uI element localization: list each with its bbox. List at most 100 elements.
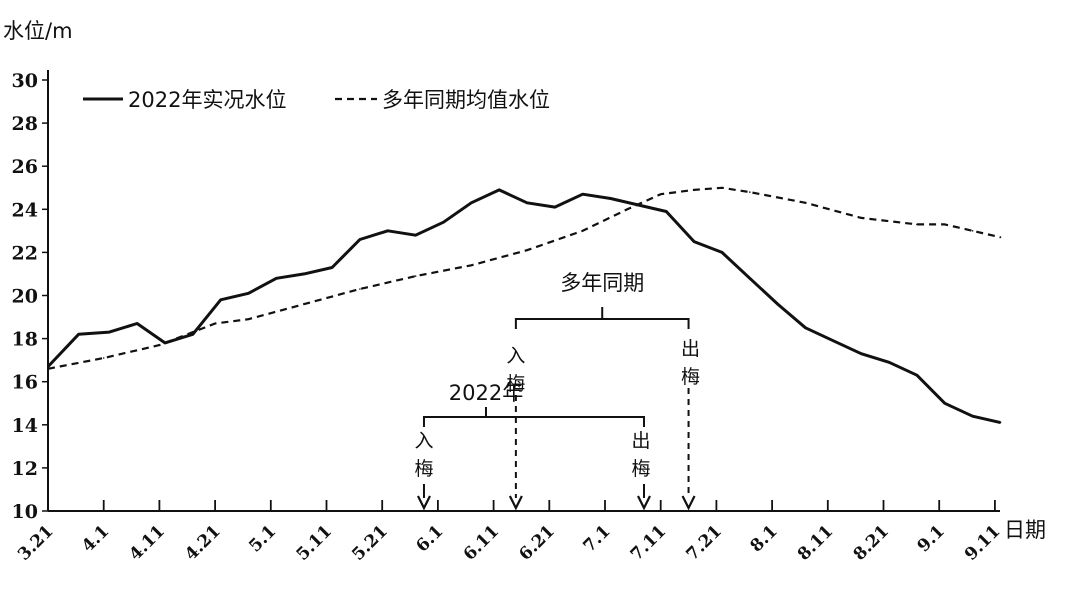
x-tick-label: 6.1 [412, 521, 447, 556]
x-tick-label: 6.21 [515, 521, 558, 564]
data-point [470, 264, 473, 267]
data-point [470, 202, 473, 204]
data-point [749, 277, 751, 280]
x-tick-label: 5.1 [245, 521, 280, 556]
x-tick-label: 5.21 [348, 521, 391, 564]
y2022-exit-label: 出梅 [631, 430, 650, 480]
data-point [247, 292, 250, 295]
data-point [665, 210, 668, 213]
data-point [721, 187, 723, 189]
multi-year-period-title: 多年同期 [560, 271, 644, 295]
data-point [359, 288, 361, 290]
data-point [219, 299, 222, 301]
data-point [999, 421, 1002, 424]
multi-year-exit-arrow-head [681, 495, 696, 511]
series-layer [46, 186, 1002, 425]
y2022-enter-label-line1: 入 [414, 430, 433, 452]
x-tick-label: 7.1 [579, 521, 614, 556]
y2022-enter-label: 入梅 [414, 430, 433, 480]
data-point [108, 331, 111, 333]
x-tick-label: 4.1 [78, 521, 113, 556]
data-point [832, 340, 835, 342]
data-point [359, 238, 361, 241]
x-tick-label: 9.1 [914, 521, 949, 556]
y-tick-label: 10 [12, 501, 38, 523]
data-point [888, 361, 890, 364]
data-point [626, 208, 629, 211]
data-point [804, 327, 807, 329]
data-point [47, 368, 49, 370]
y-tick-label: 24 [12, 199, 38, 221]
multi-year-exit-label: 出梅 [681, 338, 700, 388]
data-point [526, 202, 528, 204]
multi-year-enter-arrow-head [508, 495, 523, 511]
data-point [442, 221, 445, 223]
x-tick-label: 7.11 [627, 521, 670, 564]
y2022-enter-arrow-head [416, 495, 431, 511]
series-multi-year-mean-line [47, 186, 1001, 370]
data-point [721, 251, 723, 254]
data-point [136, 322, 138, 325]
data-point [693, 240, 695, 243]
x-tick-label: 6.11 [460, 521, 503, 564]
data-point [331, 266, 333, 269]
data-point [47, 365, 49, 368]
y-tick-label: 12 [12, 458, 38, 480]
data-point [214, 322, 216, 325]
x-tick-label: 7.21 [683, 521, 726, 564]
multi-year-bracket [514, 318, 690, 329]
data-point [860, 352, 862, 355]
data-point [749, 191, 751, 193]
multi-year-exit-label-line2: 梅 [681, 366, 700, 388]
data-point [498, 189, 501, 191]
x-tick-label: 9.11 [961, 521, 1004, 564]
data-point [414, 275, 417, 277]
y2022-exit-arrow-head [637, 495, 651, 511]
y-tick-label: 30 [12, 70, 38, 92]
y2022-exit-label-line2: 梅 [631, 458, 650, 480]
data-point [526, 249, 528, 251]
data-point [303, 273, 306, 275]
data-point [944, 223, 946, 226]
legend-dashed-label: 多年同期均值水位 [382, 88, 550, 112]
data-point [609, 197, 612, 200]
data-point [275, 277, 278, 280]
data-point [659, 193, 662, 195]
y-tick-label: 14 [12, 415, 38, 437]
x-axis-title: 日期 [1004, 518, 1046, 542]
multi-year-exit-label-line1: 出 [681, 338, 700, 360]
y2022-exit-label-line1: 出 [631, 430, 650, 452]
x-tick-label: 8.11 [794, 521, 837, 564]
y2022-enter-label-line2: 梅 [414, 458, 433, 480]
x-tick-label: 8.1 [747, 521, 782, 556]
data-point [860, 217, 862, 219]
multi-year-enter-label: 入梅 [506, 345, 525, 395]
data-point [916, 223, 918, 226]
data-point [554, 206, 556, 208]
y2022-period-title: 2022年 [449, 381, 523, 405]
data-point [303, 303, 306, 305]
y-axis-title: 水位/m [3, 19, 73, 43]
data-point [102, 357, 105, 359]
data-point [247, 318, 250, 321]
data-point [158, 344, 161, 346]
y-tick-label: 18 [12, 329, 38, 351]
data-point [77, 333, 80, 336]
data-point [387, 230, 389, 232]
data-point [944, 402, 946, 405]
x-tick-label: 4.21 [181, 521, 224, 564]
y-tick-label: 20 [12, 286, 38, 308]
data-point [916, 374, 918, 377]
x-tick-label: 8.21 [850, 521, 893, 564]
data-point [581, 230, 584, 232]
y-tick-label: 26 [12, 156, 38, 178]
x-tick-label: 5.11 [293, 521, 336, 564]
y2022-bracket [422, 416, 645, 427]
data-point [693, 189, 695, 191]
data-point [999, 236, 1002, 239]
data-point [581, 193, 584, 195]
x-tick-label: 4.11 [126, 521, 169, 564]
data-point [414, 234, 417, 236]
